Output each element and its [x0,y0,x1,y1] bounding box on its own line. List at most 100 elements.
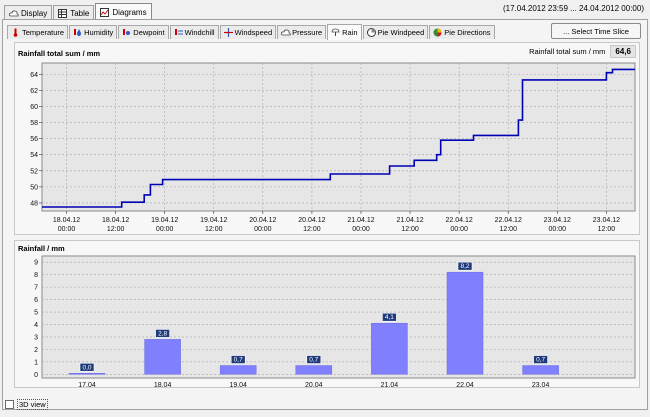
rain-bar [219,365,257,375]
x-tick-label-time: 12:00 [499,226,517,233]
bar-value-label: 2,8 [158,330,167,337]
windchill-icon [174,28,183,37]
x-tick-label: 23.04 [532,382,550,389]
y-tick-label: 64 [30,72,38,79]
rain-bar [295,365,333,375]
tab-dewpoint-label: Dewpoint [133,28,165,37]
measurement-tabbar: Temperature Humidity Dewpoint Windchill … [7,24,496,40]
x-tick-label-time: 00:00 [58,226,76,233]
rain-bar [522,365,559,375]
view-3d-label: 3D view [17,399,48,410]
bar-value-label: 4,1 [385,314,394,321]
y-tick-label: 62 [30,88,38,95]
y-tick-label: 3 [34,334,38,341]
windspeed-icon [223,28,233,37]
x-tick-label-time: 12:00 [107,226,125,233]
x-tick-label: 18.04 [154,382,172,389]
x-tick-label-time: 12:00 [598,226,616,233]
tab-pie-directions[interactable]: Pie Directions [429,25,495,39]
cumulative-rain-panel: Rainfall total sum / mm Rainfall total s… [14,42,640,235]
total-sum-value: 64,6 [610,45,636,58]
cloud-icon [9,9,19,18]
x-tick-label-date: 21.04.12 [347,217,374,224]
dewpoint-icon [122,28,131,37]
bar-value-label: 8,2 [460,263,469,270]
view-3d-checkbox[interactable] [5,400,14,409]
x-tick-label-date: 22.04.12 [446,217,473,224]
y-tick-label: 7 [34,285,38,292]
rainfall-sum-line [42,68,635,208]
tab-dewpoint[interactable]: Dewpoint [118,25,169,39]
bar-value-badge [230,355,246,364]
rain-bar [446,271,484,375]
rain-icon [331,28,340,37]
tab-temperature-label: Temperature [22,28,65,37]
x-tick-label-time: 00:00 [549,226,567,233]
cumulative-rain-chart: 48 50 52 54 56 58 60 62 64 18.04.12 00:00 18.04.12 1… [30,62,636,233]
tab-rain-label: Rain [342,28,358,37]
tab-humidity[interactable]: Humidity [69,25,118,39]
y-tick-label: 58 [30,120,38,127]
plot-area [41,62,636,212]
bar-value-label: 0,0 [82,364,91,371]
bar-value-label: 0,7 [536,357,545,364]
view-3d-toggle[interactable]: 3D view [5,399,48,410]
x-tick-label-date: 21.04.12 [396,217,423,224]
x-tick-label-date: 20.04.12 [298,217,325,224]
tab-diagrams-label: Diagrams [112,8,147,17]
tab-table[interactable]: Table [53,5,95,21]
tab-windspeed[interactable]: Windspeed [219,25,277,39]
x-tick-label: 22.04 [456,382,474,389]
x-tick-label-time: 12:00 [205,226,223,233]
tab-pressure-label: Pressure [292,28,323,37]
y-tick-label: 48 [30,200,38,207]
daily-rain-panel: Rainfall / mm 0 1 2 3 4 5 6 7 8 9 0,0 17.04 2,8 18.04… [14,240,640,389]
tab-humidity-label: Humidity [84,28,114,37]
tab-display-label: Display [21,9,48,18]
daily-rain-title: Rainfall / mm [18,244,65,253]
tab-display[interactable]: Display [4,5,53,21]
top-tabbar: Display Table Diagrams [4,3,153,21]
x-tick-label-date: 22.04.12 [495,217,522,224]
tab-pie-directions-label: Pie Directions [444,28,491,37]
tab-pie-windspeed[interactable]: Pie Windpeed [362,25,429,39]
tab-pie-windspeed-label: Pie Windpeed [377,28,425,37]
x-tick-label-time: 00:00 [352,226,370,233]
x-tick-label: 19.04 [229,382,247,389]
x-tick-label-date: 18.04.12 [53,217,80,224]
y-tick-label: 9 [34,260,38,267]
tab-windchill[interactable]: Windchill [169,25,219,39]
bar-value-label: 0,7 [309,357,318,364]
x-tick-label: 17.04 [78,382,96,389]
date-range-label: (17.04.2012 23:59 ... 24.04.2012 00:00) [502,4,644,13]
rain-bar [68,373,106,375]
y-tick-label: 1 [34,359,38,366]
rain-bar [371,322,408,375]
x-tick-label-time: 12:00 [303,226,321,233]
tab-diagrams[interactable]: Diagrams [95,3,152,21]
bar-value-badge [306,355,322,364]
tab-rain[interactable]: Rain [327,24,362,40]
bar-value-label: 0,7 [234,357,243,364]
x-tick-label: 21.04 [381,382,399,389]
y-tick-label: 8 [34,272,38,279]
tab-pressure[interactable]: Pressure [277,25,327,39]
thermometer-icon [11,28,20,37]
table-icon [58,9,68,18]
y-tick-label: 56 [30,136,38,143]
y-tick-label: 2 [34,347,38,354]
x-tick-label-time: 00:00 [450,226,468,233]
total-sum-box: Rainfall total sum / mm 64,6 [529,45,636,58]
tab-temperature[interactable]: Temperature [7,25,69,39]
x-tick-label-time: 00:00 [254,226,272,233]
select-time-slice-button[interactable]: ... Select Time Slice [551,23,641,39]
x-tick-label-date: 19.04.12 [151,217,178,224]
y-tick-label: 5 [34,310,38,317]
y-tick-label: 6 [34,297,38,304]
tab-windspeed-label: Windspeed [234,28,273,37]
y-tick-label: 0 [34,372,38,379]
diagram-frame: Temperature Humidity Dewpoint Windchill … [2,19,648,410]
bar-value-badge [533,355,548,364]
rain-bar [144,339,181,375]
x-tick-label-date: 23.04.12 [544,217,571,224]
